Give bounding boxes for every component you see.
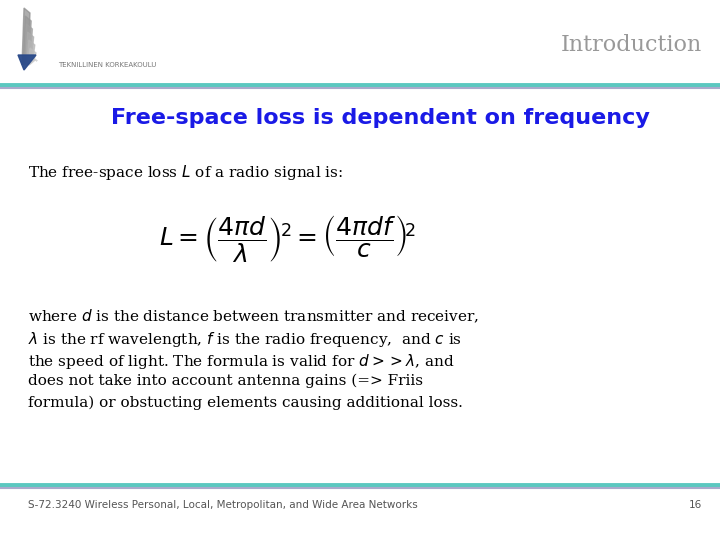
Text: S-72.3240 Wireless Personal, Local, Metropolitan, and Wide Area Networks: S-72.3240 Wireless Personal, Local, Metr… (28, 500, 418, 510)
Polygon shape (27, 40, 35, 65)
Text: the speed of light. The formula is valid for $d >> \lambda$, and: the speed of light. The formula is valid… (28, 352, 454, 371)
Text: 16: 16 (689, 500, 702, 510)
Text: The free-space loss $L$ of a radio signal is:: The free-space loss $L$ of a radio signa… (28, 163, 343, 181)
Text: where $d$ is the distance between transmitter and receiver,: where $d$ is the distance between transm… (28, 308, 479, 326)
Text: does not take into account antenna gains (=> Friis: does not take into account antenna gains… (28, 374, 423, 388)
Polygon shape (23, 16, 31, 65)
Text: $L = \left(\dfrac{4\pi d}{\lambda}\right)^{\!2} = \left(\dfrac{4\pi df}{c}\right: $L = \left(\dfrac{4\pi d}{\lambda}\right… (159, 213, 417, 264)
Polygon shape (18, 55, 36, 70)
Text: Free-space loss is dependent on frequency: Free-space loss is dependent on frequenc… (111, 108, 649, 128)
Text: TEKNILLINEN KORKEAKOULU: TEKNILLINEN KORKEAKOULU (58, 62, 156, 68)
Text: formula) or obstucting elements causing additional loss.: formula) or obstucting elements causing … (28, 396, 463, 410)
Text: Introduction: Introduction (561, 34, 702, 56)
Polygon shape (22, 8, 30, 65)
Text: $\lambda$ is the rf wavelength, $f$ is the radio frequency,  and $c$ is: $\lambda$ is the rf wavelength, $f$ is t… (28, 330, 462, 349)
Polygon shape (28, 48, 36, 65)
Polygon shape (24, 24, 32, 65)
Polygon shape (30, 56, 37, 65)
Polygon shape (26, 32, 34, 65)
